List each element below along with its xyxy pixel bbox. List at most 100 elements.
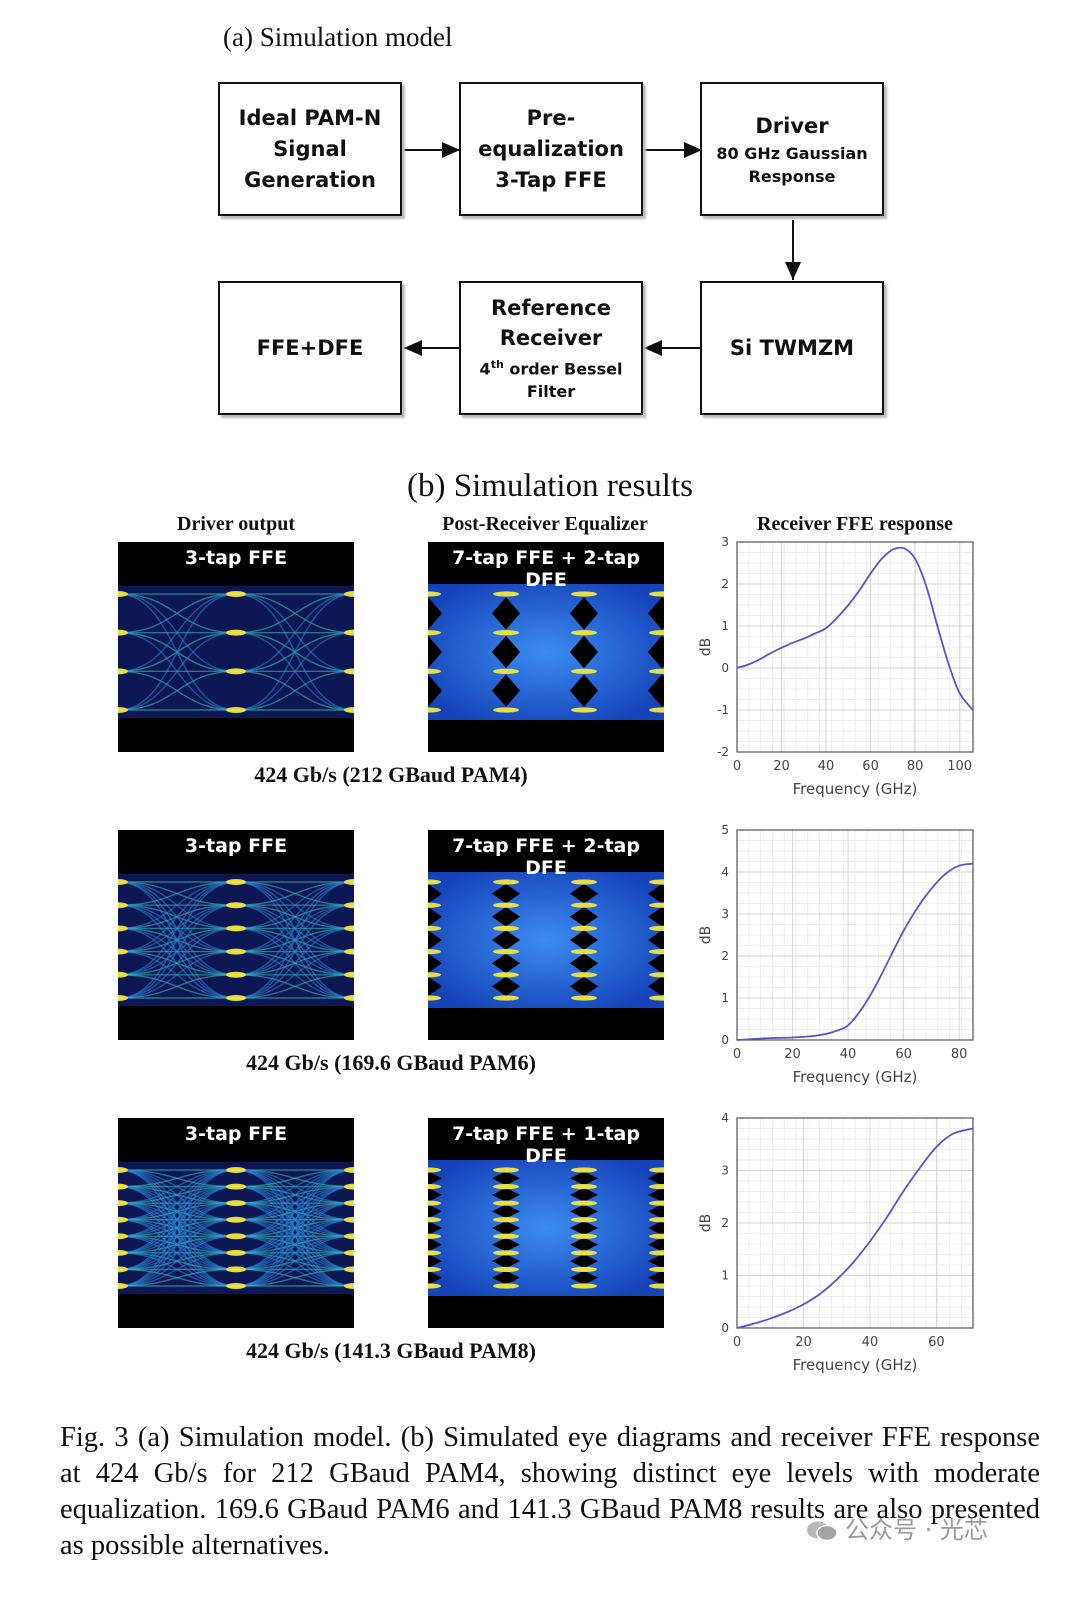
y-axis-label: dB bbox=[698, 638, 714, 657]
eye-diagram-graphic bbox=[118, 1162, 354, 1294]
x-tick-label: 60 bbox=[862, 759, 879, 774]
eye-driver-pam8: 3-tap FFE bbox=[118, 1118, 354, 1328]
x-tick-label: 40 bbox=[840, 1047, 857, 1062]
y-tick-label: -1 bbox=[717, 703, 729, 717]
x-tick-label: 0 bbox=[733, 1335, 741, 1350]
block-preeq-line3: 3-Tap FFE bbox=[495, 167, 607, 192]
filter-order-number: 4 bbox=[479, 359, 491, 379]
flow-arrows bbox=[404, 142, 801, 356]
filter-order-text: order Bessel bbox=[503, 359, 623, 379]
eye-diagram-graphic bbox=[118, 586, 354, 718]
watermark-text: 公众号 · 光芯 bbox=[845, 1516, 988, 1544]
eye-label-equalizer-pam8: 7-tap FFE + 1-tap DFE bbox=[452, 1123, 640, 1167]
ffe-response-chart-pam6: 0 20 40 60 80 0 1 2 3 4 5 Frequency (GHz) dB bbox=[698, 823, 974, 1086]
y-tick-label: 0 bbox=[721, 1321, 729, 1335]
row-caption-pam4: 424 Gb/s (212 GBaud PAM4) bbox=[254, 762, 528, 787]
block-ffedfe-label: FFE+DFE bbox=[256, 335, 364, 360]
block-pam-signal-generation: Ideal PAM-N Signal Generation bbox=[218, 82, 402, 216]
watermark: 公众号 · 光芯 bbox=[805, 1510, 988, 1545]
x-axis-label: Frequency (GHz) bbox=[793, 1356, 918, 1374]
ffe-response-chart-pam4: 0 20 40 60 80 100 -2 -1 0 1 2 3 Frequency (GHz) dB bbox=[698, 535, 974, 798]
x-tick-label: 40 bbox=[862, 1335, 879, 1350]
section-b-title: (b) Simulation results bbox=[407, 468, 693, 504]
block-driver: Driver 80 GHz Gaussian Response bbox=[700, 82, 884, 216]
block-driver-title: Driver bbox=[755, 113, 829, 138]
block-pre-equalization: Pre- equalization 3-Tap FFE bbox=[459, 82, 643, 216]
chart-grid bbox=[736, 1117, 973, 1329]
ffe-response-line bbox=[736, 862, 974, 1041]
y-tick-label: 2 bbox=[721, 949, 729, 963]
y-axis-label: dB bbox=[698, 926, 714, 945]
x-tick-label: 40 bbox=[818, 759, 835, 774]
wechat-icon bbox=[807, 1521, 838, 1542]
row-caption-pam8: 424 Gb/s (141.3 GBaud PAM8) bbox=[246, 1338, 536, 1363]
block-reference-receiver: Reference Receiver 4th order Bessel Filt… bbox=[459, 281, 643, 415]
x-tick-label: 100 bbox=[947, 759, 972, 774]
x-tick-label: 0 bbox=[733, 759, 741, 774]
block-pam-line2: Signal bbox=[273, 136, 347, 161]
x-tick-label: 20 bbox=[773, 759, 790, 774]
col-head-driver-output: Driver output bbox=[177, 513, 295, 535]
plot-frame bbox=[736, 1117, 974, 1329]
block-refrx-line2: Receiver bbox=[499, 325, 603, 350]
block-refrx-filter-order: 4th order Bessel bbox=[480, 353, 623, 380]
y-tick-label: 0 bbox=[721, 661, 729, 675]
x-tick-label: 0 bbox=[733, 1047, 741, 1062]
eye-label-equalizer-pam4: 7-tap FFE + 2-tap DFE bbox=[452, 547, 640, 591]
x-axis-label: Frequency (GHz) bbox=[793, 1068, 918, 1086]
eye-equalizer-pam6: 7-tap FFE + 2-tap DFE bbox=[428, 830, 664, 1040]
filter-order-suffix: th bbox=[490, 357, 504, 371]
y-tick-label: 0 bbox=[721, 1033, 729, 1047]
y-tick-label: 2 bbox=[721, 1216, 729, 1230]
y-tick-label: 3 bbox=[721, 1164, 729, 1178]
x-tick-label: 20 bbox=[795, 1335, 812, 1350]
plot-frame bbox=[736, 829, 974, 1041]
x-tick-label: 20 bbox=[784, 1047, 801, 1062]
row-caption-pam6: 424 Gb/s (169.6 GBaud PAM6) bbox=[246, 1050, 536, 1075]
block-si-twmzm: Si TWMZM bbox=[700, 281, 884, 415]
y-tick-label: 3 bbox=[721, 535, 729, 549]
y-tick-label: 5 bbox=[721, 823, 729, 837]
chart-grid bbox=[736, 829, 973, 1041]
eye-diagram-graphic bbox=[428, 834, 664, 1040]
block-pam-line1: Ideal PAM-N bbox=[238, 105, 382, 130]
eye-equalizer-pam8: 7-tap FFE + 1-tap DFE bbox=[428, 1118, 664, 1328]
y-tick-label: 2 bbox=[721, 577, 729, 591]
y-tick-label: 4 bbox=[721, 1111, 729, 1125]
block-pam-line3: Generation bbox=[244, 167, 376, 192]
y-tick-label: 1 bbox=[721, 619, 729, 633]
col-head-receiver-ffe-response: Receiver FFE response bbox=[757, 513, 953, 535]
y-tick-label: 4 bbox=[721, 865, 729, 879]
eye-driver-pam6: 3-tap FFE bbox=[118, 830, 354, 1040]
eye-driver-pam4: 3-tap FFE bbox=[118, 542, 354, 752]
y-tick-label: 1 bbox=[721, 991, 729, 1005]
block-refrx-line1: Reference bbox=[490, 295, 612, 320]
block-preeq-line1: Pre- bbox=[526, 105, 576, 130]
figure-caption: Fig. 3 (a) Simulation model. (b) Simulat… bbox=[60, 1422, 1040, 1561]
block-driver-sub2: Response bbox=[748, 166, 836, 186]
y-tick-label: -2 bbox=[717, 745, 729, 759]
block-twmzm-label: Si TWMZM bbox=[729, 335, 855, 360]
plot-frame bbox=[736, 541, 974, 753]
block-refrx-filter: Filter bbox=[526, 382, 576, 402]
eye-diagram-graphic bbox=[118, 874, 354, 1006]
ffe-response-line bbox=[736, 546, 974, 711]
eye-label-driver-pam6: 3-tap FFE bbox=[184, 835, 288, 857]
x-tick-label: 80 bbox=[907, 759, 924, 774]
eye-equalizer-pam4: 7-tap FFE + 2-tap DFE bbox=[428, 542, 664, 752]
section-a-title: (a) Simulation model bbox=[223, 22, 453, 52]
x-tick-label: 80 bbox=[951, 1047, 968, 1062]
y-axis-label: dB bbox=[698, 1214, 714, 1233]
eye-label-driver-pam8: 3-tap FFE bbox=[184, 1123, 288, 1145]
eye-label-driver-pam4: 3-tap FFE bbox=[184, 547, 288, 569]
eye-label-equalizer-pam6: 7-tap FFE + 2-tap DFE bbox=[452, 835, 640, 879]
ffe-response-chart-pam8: 0 20 40 60 0 1 2 3 4 Frequency (GHz) dB bbox=[698, 1111, 974, 1374]
col-head-post-receiver-equalizer: Post-Receiver Equalizer bbox=[442, 513, 648, 535]
block-ffe-dfe: FFE+DFE bbox=[218, 281, 402, 415]
y-tick-label: 1 bbox=[721, 1269, 729, 1283]
chart-grid bbox=[736, 541, 973, 753]
x-tick-label: 60 bbox=[928, 1335, 945, 1350]
eye-diagram-graphic bbox=[428, 1122, 664, 1328]
block-preeq-line2: equalization bbox=[478, 136, 624, 161]
block-driver-sub1: 80 GHz Gaussian bbox=[716, 143, 868, 163]
